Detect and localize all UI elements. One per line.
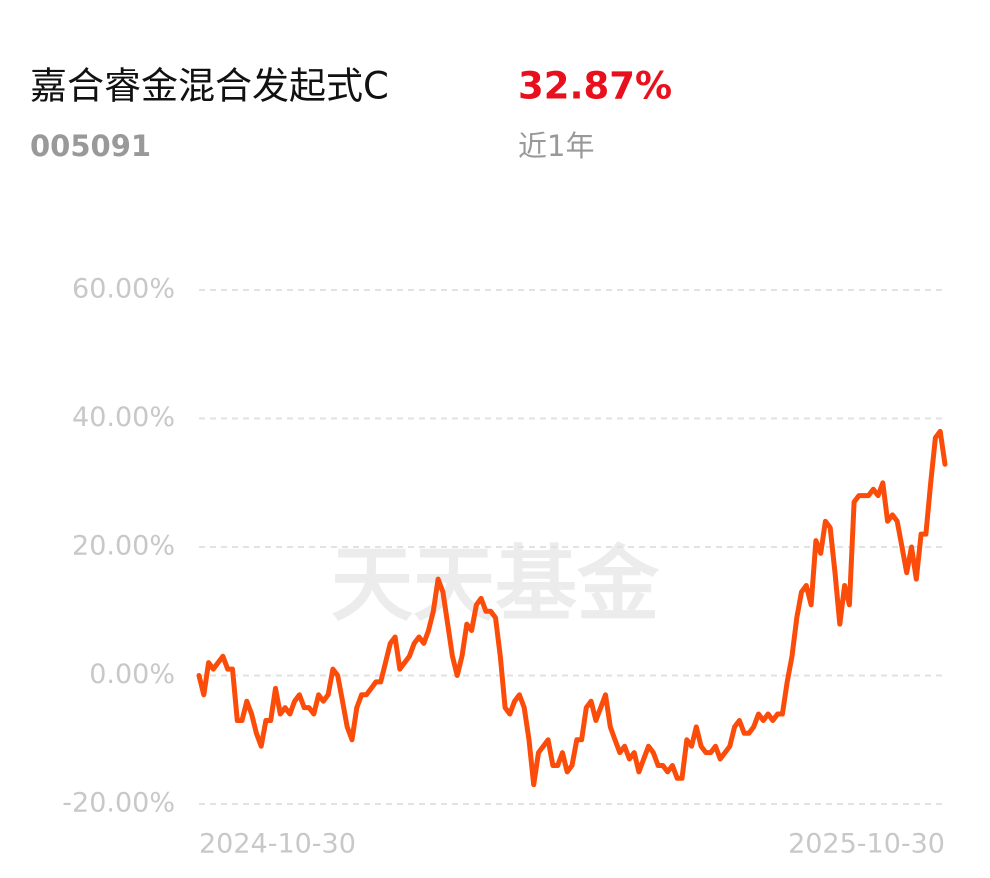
fund-return: 32.87%	[518, 65, 672, 108]
y-tick-label: -20.00%	[62, 788, 175, 819]
y-tick-label: 40.00%	[72, 402, 175, 433]
x-tick-label: 2025-10-30	[788, 829, 945, 860]
y-tick-label: 60.00%	[72, 274, 175, 305]
line-series	[196, 428, 948, 788]
y-tick-label: 0.00%	[89, 659, 175, 690]
x-tick-label: 2024-10-30	[199, 829, 356, 860]
fund-title: 嘉合睿金混合发起式C	[30, 65, 389, 108]
period-label: 近1年	[518, 129, 594, 163]
fund-code: 005091	[30, 129, 151, 163]
y-tick-label: 20.00%	[72, 531, 175, 562]
